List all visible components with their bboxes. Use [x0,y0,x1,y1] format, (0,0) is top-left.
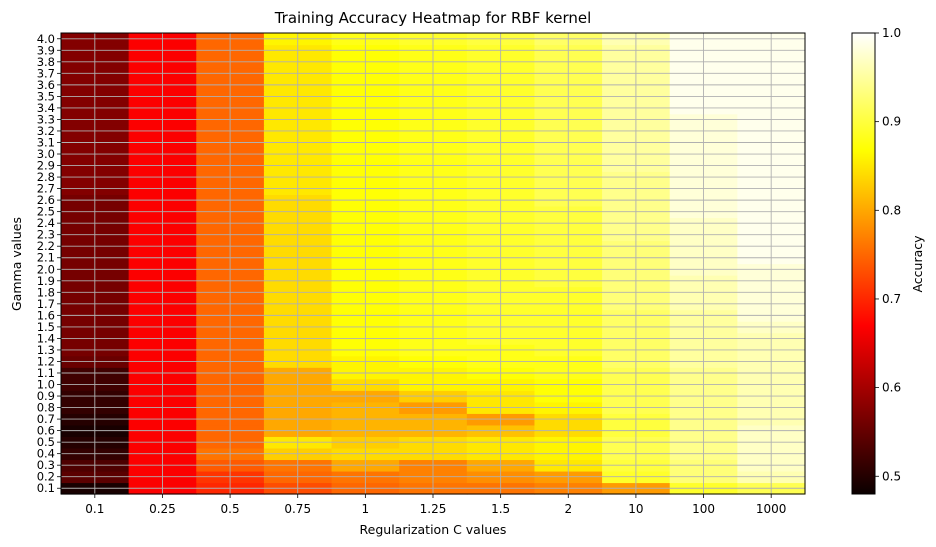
colorbar-ticks: 0.5 0.6 0.7 0.8 0.9 1.0 [875,26,901,483]
y-tick-label: 1.7 [37,297,55,311]
x-tick-label: 0.5 [221,502,240,516]
y-tick-label: 3.5 [37,89,55,103]
colorbar-tick-label: 0.9 [882,115,901,129]
y-tick-label: 2.2 [37,239,55,253]
y-tick-label: 3.7 [37,66,55,80]
x-tick-label: 0.75 [284,502,311,516]
y-tick-label: 1.4 [37,331,55,345]
x-tick-label: 0.1 [85,502,104,516]
colorbar-tick-label: 0.8 [882,203,901,217]
y-tick-label: 2.1 [37,251,55,265]
y-axis-label: Gamma values [9,217,24,311]
colorbar [851,32,876,495]
y-tick-label: 1.1 [37,366,55,380]
y-tick-label: 3.2 [37,124,55,138]
y-tick-label: 0.7 [37,412,55,426]
y-tick-label: 2.5 [37,205,55,219]
colorbar-tick-label: 0.5 [882,469,901,483]
y-tick-label: 1.0 [37,378,55,392]
y-axis-ticks: 0.10.20.30.40.50.60.70.80.91.01.11.21.31… [37,32,61,495]
y-tick-label: 3.1 [37,135,55,149]
colorbar-tick-label: 1.0 [882,26,901,40]
x-axis-label: Regularization C values [360,522,507,537]
y-tick-label: 0.5 [37,435,55,449]
y-tick-label: 3.8 [37,55,55,69]
y-tick-label: 0.8 [37,401,55,415]
y-tick-label: 0.6 [37,424,55,438]
chart-title: Training Accuracy Heatmap for RBF kernel [274,9,592,27]
y-tick-label: 1.8 [37,285,55,299]
heatmap-grid [61,33,805,494]
x-tick-label: 1 [362,502,370,516]
y-tick-label: 1.2 [37,354,55,368]
x-tick-label: 2 [564,502,572,516]
y-tick-label: 2.8 [37,170,55,184]
y-tick-label: 3.4 [37,101,55,115]
y-tick-label: 2.7 [37,182,55,196]
y-tick-label: 0.9 [37,389,55,403]
y-tick-label: 3.3 [37,112,55,126]
x-tick-label: 0.25 [149,502,176,516]
y-tick-label: 0.3 [37,458,55,472]
y-tick-label: 3.0 [37,147,55,161]
colorbar-tick-label: 0.6 [882,381,901,395]
y-tick-label: 0.4 [37,447,55,461]
y-tick-label: 1.6 [37,308,55,322]
y-tick-label: 4.0 [37,32,55,46]
y-tick-label: 2.0 [37,262,55,276]
colorbar-label: Accuracy [910,235,925,293]
y-tick-label: 1.5 [37,320,55,334]
x-tick-label: 1.5 [491,502,510,516]
colorbar-tick-label: 0.7 [882,292,901,306]
y-tick-label: 2.6 [37,193,55,207]
y-tick-label: 2.4 [37,216,55,230]
y-tick-label: 1.9 [37,274,55,288]
y-tick-label: 0.2 [37,470,55,484]
x-tick-label: 10 [628,502,643,516]
y-tick-label: 3.9 [37,43,55,57]
y-tick-label: 2.3 [37,228,55,242]
y-tick-label: 2.9 [37,159,55,173]
x-axis-ticks: 0.1 0.25 0.5 0.75 1 1.25 1.5 2 10 100 1000 [85,494,786,516]
y-tick-label: 0.1 [37,481,55,495]
y-tick-label: 1.3 [37,343,55,357]
x-tick-label: 1000 [756,502,787,516]
x-tick-label: 100 [692,502,715,516]
y-tick-label: 3.6 [37,78,55,92]
x-tick-label: 1.25 [420,502,447,516]
